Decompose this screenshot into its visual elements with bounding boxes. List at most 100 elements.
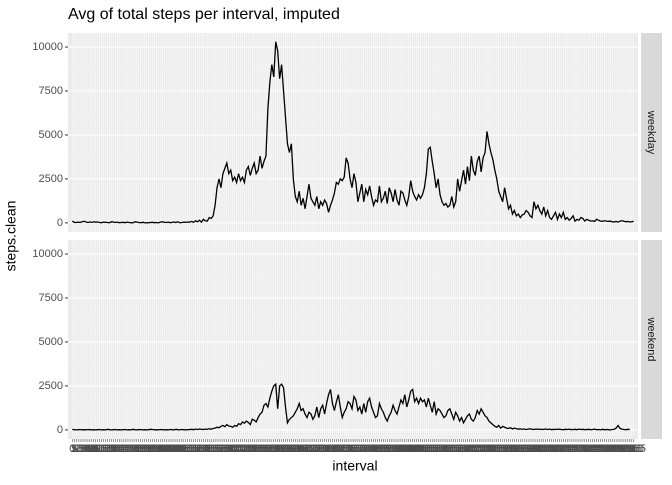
x-tick-label: 2330 xyxy=(612,443,636,455)
facet-label: weekend xyxy=(645,316,657,361)
x-tick-label: 925 xyxy=(284,443,302,455)
x-tick-label: 2300 xyxy=(600,443,624,455)
x-tick-label: 440 xyxy=(173,443,191,455)
x-tick-label: 2235 xyxy=(590,443,614,455)
x-tick-label: 1530 xyxy=(424,443,448,455)
x-tick-label: 720 xyxy=(235,443,253,455)
y-tick-label: 10000 xyxy=(32,41,63,53)
x-tick-label: 1735 xyxy=(473,443,497,455)
x-tick-label: 615 xyxy=(210,443,228,455)
x-tick-label: 1430 xyxy=(400,443,424,455)
x-tick-label: 310 xyxy=(137,443,155,455)
x-tick-label: 1540 xyxy=(428,443,452,455)
x-tick-label: 30 xyxy=(78,443,90,455)
x-tick-label: 2040 xyxy=(545,443,569,455)
x-tick-label: 210 xyxy=(114,443,132,455)
x-tick-label: 455 xyxy=(179,443,197,455)
x-tick-label: 1920 xyxy=(514,443,538,455)
x-tick-label: 1845 xyxy=(500,443,524,455)
x-tick-label: 1315 xyxy=(371,443,395,455)
x-tick-label: 1340 xyxy=(381,443,405,455)
x-tick-label: 1900 xyxy=(506,443,530,455)
x-tick-label: 1945 xyxy=(524,443,548,455)
x-tick-label: 1705 xyxy=(461,443,485,455)
x-tick-label: 815 xyxy=(257,443,275,455)
x-tick-label: 1520 xyxy=(420,443,444,455)
x-tick-label: 335 xyxy=(147,443,165,455)
x-axis-title: interval xyxy=(332,458,377,474)
x-tick-label: 500 xyxy=(180,443,198,455)
x-tick-label: 1250 xyxy=(361,443,385,455)
x-tick-label: 2120 xyxy=(561,443,585,455)
x-tick-label: 1925 xyxy=(516,443,540,455)
x-tick-label: 1550 xyxy=(432,443,456,455)
x-tick-label: 1345 xyxy=(383,443,407,455)
x-tick-label: 2200 xyxy=(576,443,600,455)
x-tick-label: 620 xyxy=(212,443,230,455)
x-tick-label: 600 xyxy=(204,443,222,455)
x-tick-label: 2250 xyxy=(596,443,620,455)
x-tick-label: 1205 xyxy=(344,443,368,455)
x-tick-label: 1525 xyxy=(422,443,446,455)
y-tick-label: 10000 xyxy=(32,248,63,260)
x-tick-label: 2050 xyxy=(549,443,573,455)
x-tick-label: 640 xyxy=(220,443,238,455)
x-tick-label: 545 xyxy=(198,443,216,455)
panel-background xyxy=(68,33,638,232)
x-tick-label: 835 xyxy=(265,443,283,455)
x-tick-label: 1050 xyxy=(314,443,338,455)
x-tick-label: 730 xyxy=(239,443,257,455)
x-tick-label: 1010 xyxy=(299,443,323,455)
x-tick-label: 1710 xyxy=(463,443,487,455)
x-tick-label: 1955 xyxy=(528,443,552,455)
x-tick-label: 755 xyxy=(249,443,267,455)
x-tick-label: 700 xyxy=(227,443,245,455)
x-tick-label: 525 xyxy=(190,443,208,455)
x-tick-label: 1725 xyxy=(469,443,493,455)
x-tick-label: 1645 xyxy=(453,443,477,455)
x-tick-label: 1225 xyxy=(352,443,376,455)
x-tick-label: 1820 xyxy=(490,443,514,455)
x-tick-label: 2020 xyxy=(537,443,561,455)
x-tick-label: 1835 xyxy=(496,443,520,455)
x-tick-label: 1840 xyxy=(498,443,522,455)
x-tick-label: 750 xyxy=(247,443,265,455)
x-tick-label: 1740 xyxy=(475,443,499,455)
x-tick-label: 1450 xyxy=(408,443,432,455)
x-tick-label: 2145 xyxy=(571,443,595,455)
x-tick-label: 405 xyxy=(159,443,177,455)
x-tick-label: 840 xyxy=(267,443,285,455)
x-tick-label: 105 xyxy=(89,443,107,455)
x-tick-label: 2030 xyxy=(541,443,565,455)
x-tick-label: 1100 xyxy=(319,443,343,455)
x-tick-label: 1930 xyxy=(518,443,542,455)
x-tick-label: 1445 xyxy=(406,443,430,455)
x-tick-label: 5 xyxy=(71,443,77,455)
x-tick-label: 830 xyxy=(263,443,281,455)
x-tick-label: 110 xyxy=(91,443,109,455)
x-tick-label: 330 xyxy=(145,443,163,455)
y-tick-label: 5000 xyxy=(39,336,63,348)
line xyxy=(72,382,630,431)
x-tick-label: 1005 xyxy=(297,443,321,455)
x-tick-label: 855 xyxy=(272,443,290,455)
x-tick-label: 805 xyxy=(253,443,271,455)
x-tick-label: 10 xyxy=(70,443,82,455)
x-tick-label: 1105 xyxy=(321,443,345,455)
x-tick-label: 2240 xyxy=(592,443,616,455)
x-tick-label: 535 xyxy=(194,443,212,455)
x-tick-label: 1310 xyxy=(369,443,393,455)
x-tick-label: 2035 xyxy=(543,443,567,455)
x-tick-label: 520 xyxy=(188,443,206,455)
x-tick-label: 1905 xyxy=(508,443,532,455)
y-tick-label: 0 xyxy=(57,424,63,436)
x-tick-label: 1035 xyxy=(308,443,332,455)
x-tick-label: 1120 xyxy=(326,443,350,455)
x-tick-label: 125 xyxy=(96,443,114,455)
x-tick-label: 505 xyxy=(182,443,200,455)
x-tick-label: 1245 xyxy=(359,443,383,455)
x-tick-label: 320 xyxy=(141,443,159,455)
x-tick-label: 1950 xyxy=(526,443,550,455)
x-tick-label: 1435 xyxy=(402,443,426,455)
x-tick-label: 120 xyxy=(94,443,112,455)
